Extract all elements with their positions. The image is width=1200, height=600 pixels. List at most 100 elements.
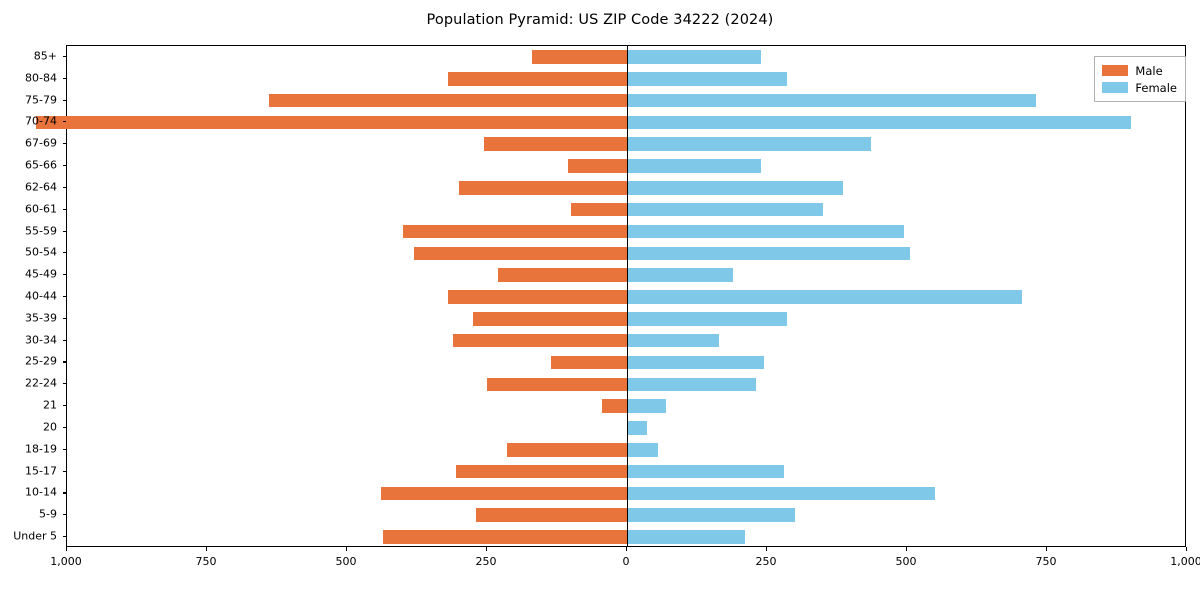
y-axis-tick-mark — [62, 426, 66, 429]
y-axis-tick-mark — [62, 339, 66, 341]
bar-female — [627, 421, 647, 435]
x-axis-tick-mark — [626, 547, 628, 551]
chart-legend: Male Female — [1094, 56, 1186, 102]
bar-female — [627, 159, 762, 173]
bar-male — [475, 508, 627, 523]
bar-female — [627, 71, 787, 86]
bar-row — [67, 312, 1185, 326]
y-axis-tick-label: 35-39 — [25, 311, 57, 325]
chart-title: Population Pyramid: US ZIP Code 34222 (2… — [426, 12, 774, 28]
x-axis-tick-label: 250 — [475, 555, 497, 568]
bar-row — [67, 268, 1185, 282]
y-axis-tick-mark — [62, 536, 66, 538]
legend-entry-male[interactable]: Male — [1102, 62, 1177, 79]
bar-male — [36, 115, 627, 130]
y-axis-tick-mark — [62, 383, 66, 385]
bar-male — [484, 137, 627, 151]
bar-male — [403, 224, 627, 239]
y-axis-tick-label: 10-14 — [25, 485, 57, 499]
y-axis-tick-mark — [62, 186, 66, 188]
bar-female — [627, 530, 745, 544]
bar-female — [627, 508, 795, 523]
y-axis-tick-mark — [62, 165, 66, 167]
bar-row — [67, 333, 1185, 348]
bars-layer — [36, 46, 1185, 546]
bar-male — [531, 50, 627, 64]
legend-label-male: Male — [1135, 63, 1163, 78]
x-axis-tick-label: 750 — [1035, 555, 1057, 568]
y-axis-tick-label: 21 — [43, 398, 57, 412]
bar-female — [627, 464, 784, 479]
bar-male — [459, 181, 627, 195]
y-axis-tick-mark — [62, 143, 66, 145]
bar-male — [414, 246, 627, 261]
male-color-swatch — [1102, 65, 1129, 76]
bar-row — [36, 115, 1185, 130]
bar-female — [627, 202, 823, 217]
bar-male — [383, 530, 627, 544]
x-axis-tick-mark — [1186, 547, 1188, 551]
bar-male — [473, 312, 627, 326]
y-axis-tick-label: 25-29 — [25, 354, 57, 368]
x-axis-tick-mark — [906, 547, 908, 551]
bar-row — [67, 486, 1185, 501]
x-axis-tick-mark — [346, 547, 348, 551]
y-axis-tick-mark — [62, 317, 66, 319]
x-axis-tick-mark — [766, 547, 768, 551]
bar-row — [67, 355, 1185, 370]
x-axis-tick-label: 0 — [622, 555, 630, 568]
bar-male — [568, 159, 627, 173]
y-axis-tick-label: 20 — [43, 420, 57, 434]
y-axis-tick-mark — [62, 296, 66, 298]
x-axis-tick-label: 500 — [335, 555, 357, 568]
bar-female — [627, 115, 1131, 130]
bar-male — [498, 268, 627, 282]
x-axis-tick-label: 500 — [895, 555, 917, 568]
bar-row — [67, 50, 1185, 64]
bar-row — [67, 464, 1185, 479]
bar-row — [67, 530, 1185, 544]
y-axis-tick-mark — [62, 514, 66, 516]
bar-row — [67, 399, 1185, 413]
bar-female — [627, 224, 905, 239]
x-axis-tick-label: 1,000 — [50, 555, 82, 568]
bar-male — [571, 202, 627, 217]
bar-male — [447, 290, 627, 304]
bar-female — [627, 246, 910, 261]
bar-female — [627, 399, 667, 413]
bar-male — [447, 71, 627, 86]
bar-row — [67, 443, 1185, 457]
legend-entry-female[interactable]: Female — [1102, 79, 1177, 96]
x-axis-tick-mark — [486, 547, 488, 551]
bar-female — [627, 181, 843, 195]
y-axis-tick-label: 60-61 — [25, 202, 57, 216]
y-axis-tick-label: 67-69 — [25, 136, 57, 150]
bar-row — [67, 246, 1185, 261]
y-axis-tick-mark — [62, 208, 66, 210]
bar-male — [601, 399, 627, 413]
y-axis-tick-mark — [62, 121, 66, 123]
y-axis-tick-label: 18-19 — [25, 442, 57, 456]
y-axis-tick-mark — [62, 361, 66, 363]
x-axis-tick-label: 1,000 — [1170, 555, 1200, 568]
y-axis-tick-mark — [62, 252, 66, 254]
y-axis-tick-label: 62-64 — [25, 180, 57, 194]
bar-row — [67, 224, 1185, 239]
y-axis-tick-mark — [62, 492, 66, 494]
female-color-swatch — [1102, 82, 1129, 93]
y-axis-tick-label: 30-34 — [25, 333, 57, 347]
bar-male — [506, 443, 627, 457]
y-axis-tick-mark — [62, 99, 66, 101]
bar-female — [627, 137, 871, 151]
bar-female — [627, 50, 762, 64]
bar-male — [551, 355, 627, 370]
bar-row — [67, 181, 1185, 195]
x-axis-tick-label: 750 — [195, 555, 217, 568]
bar-male — [268, 93, 627, 108]
y-axis-tick-label: 85+ — [33, 49, 57, 63]
bar-female — [627, 93, 1036, 108]
x-axis-tick-mark — [206, 547, 208, 551]
y-axis-tick-label: 40-44 — [25, 289, 57, 303]
bar-male — [380, 486, 627, 501]
